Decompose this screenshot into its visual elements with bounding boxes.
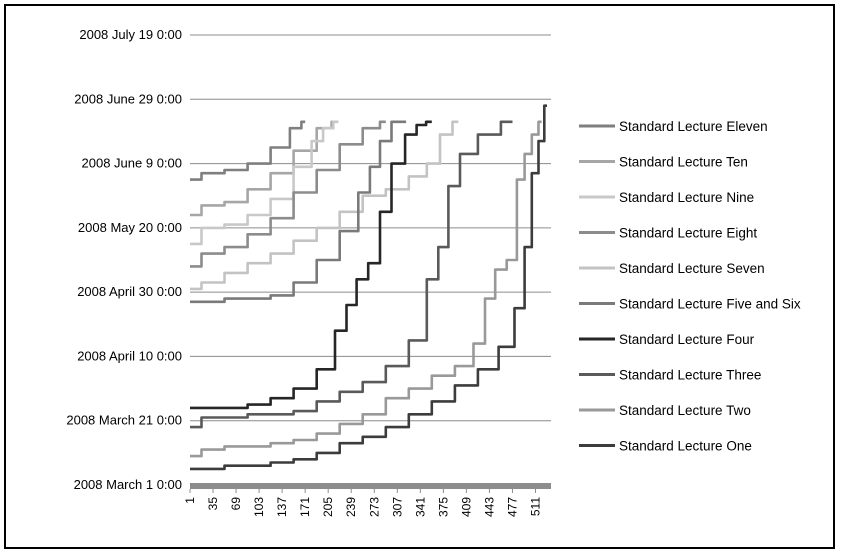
legend-label: Standard Lecture Eleven bbox=[619, 119, 768, 134]
series-line bbox=[190, 120, 513, 429]
x-tick-label: 307 bbox=[390, 497, 404, 517]
legend-label: Standard Lecture Two bbox=[619, 403, 751, 418]
x-tick-label: 171 bbox=[298, 497, 312, 517]
y-tick-label: 2008 July 19 0:00 bbox=[79, 27, 182, 42]
y-tick-label: 2008 March 1 0:00 bbox=[74, 477, 182, 492]
legend-label: Standard Lecture Three bbox=[619, 368, 761, 383]
x-tick-label: 239 bbox=[344, 497, 358, 517]
x-tick-label: 1 bbox=[183, 497, 197, 504]
x-tick-label: 477 bbox=[505, 497, 519, 517]
x-tick-label: 205 bbox=[321, 497, 335, 517]
series-line bbox=[190, 120, 335, 217]
x-tick-label: 273 bbox=[367, 497, 381, 517]
series-line bbox=[190, 120, 407, 304]
series-lines bbox=[190, 104, 547, 471]
x-tick-label: 375 bbox=[436, 497, 450, 517]
y-tick-label: 2008 June 9 0:00 bbox=[82, 156, 182, 171]
series-line bbox=[190, 120, 459, 291]
legend-label: Standard Lecture One bbox=[619, 439, 752, 454]
legend-label: Standard Lecture Eight bbox=[619, 226, 757, 241]
series-line bbox=[190, 120, 432, 410]
legend-label: Standard Lecture Seven bbox=[619, 261, 765, 276]
series-line bbox=[190, 120, 339, 246]
y-tick-label: 2008 April 30 0:00 bbox=[77, 284, 182, 299]
y-tick-label: 2008 June 29 0:00 bbox=[74, 91, 182, 106]
legend-label: Standard Lecture Five and Six bbox=[619, 297, 801, 312]
series-line bbox=[190, 120, 542, 458]
series-line bbox=[190, 120, 386, 268]
x-tick-label: 137 bbox=[275, 497, 289, 517]
x-tick-label: 35 bbox=[206, 497, 220, 511]
chart-frame bbox=[4, 4, 835, 549]
y-tick-label: 2008 March 21 0:00 bbox=[66, 413, 182, 428]
x-tick-label: 103 bbox=[252, 497, 266, 517]
legend-label: Standard Lecture Ten bbox=[619, 155, 748, 170]
series-line bbox=[190, 120, 306, 181]
series-line bbox=[190, 104, 547, 471]
x-axis-line bbox=[190, 483, 551, 489]
x-tick-label: 511 bbox=[528, 497, 542, 516]
x-tick-label: 409 bbox=[459, 497, 473, 517]
x-tick-label: 443 bbox=[482, 497, 496, 517]
legend-label: Standard Lecture Four bbox=[619, 332, 755, 347]
x-tick-label: 341 bbox=[413, 497, 427, 517]
y-tick-label: 2008 May 20 0:00 bbox=[78, 220, 182, 235]
y-tick-label: 2008 April 10 0:00 bbox=[77, 348, 182, 363]
x-tick-label: 69 bbox=[229, 497, 243, 511]
legend-label: Standard Lecture Nine bbox=[619, 190, 754, 205]
